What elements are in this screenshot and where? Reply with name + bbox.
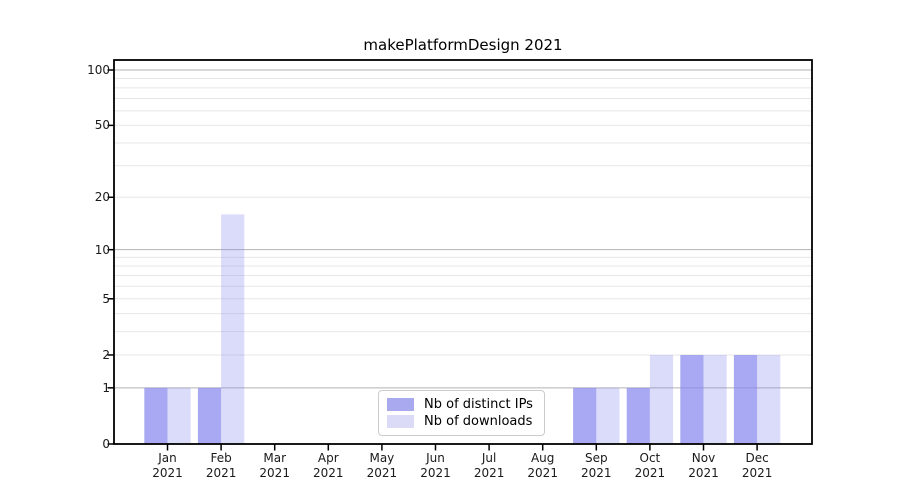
y-tick-label-20: 20: [94, 190, 110, 205]
bar-nov-downloads: [703, 354, 727, 444]
x-tick-label-sep: Sep 2021: [581, 451, 612, 480]
x-tick-label-aug: Aug 2021: [527, 451, 558, 480]
x-tick-label-nov: Nov 2021: [688, 451, 719, 480]
bar-sep-downloads: [596, 387, 620, 444]
bar-jan-downloads: [167, 387, 191, 444]
y-tick-label-1: 1: [102, 380, 110, 395]
x-tick-label-mar: Mar 2021: [259, 451, 290, 480]
y-tick-label-100: 100: [87, 63, 110, 77]
legend-item-downloads: Nb of downloads: [387, 414, 536, 429]
bar-feb-downloads: [221, 214, 245, 444]
bar-dec-downloads: [757, 354, 781, 444]
x-tick-label-apr: Apr 2021: [313, 451, 344, 480]
y-tick-label-50: 50: [94, 118, 110, 133]
legend-item-distinct-ips: Nb of distinct IPs: [387, 397, 536, 412]
x-tick-label-jan: Jan 2021: [152, 451, 183, 480]
bar-sep-distinct-ips: [573, 387, 597, 444]
y-tick-label-5: 5: [102, 291, 110, 306]
y-tick-label-2: 2: [102, 347, 110, 362]
x-tick-label-jul: Jul 2021: [473, 451, 505, 480]
legend-label-downloads: Nb of downloads: [424, 414, 533, 429]
axes-spines: [113, 59, 813, 445]
bar-feb-distinct-ips: [197, 387, 222, 444]
legend-label-distinct-ips: Nb of distinct IPs: [424, 397, 533, 412]
x-tick-label-oct: Oct 2021: [634, 451, 666, 480]
x-tick-label-dec: Dec 2021: [741, 451, 773, 480]
x-tick-label-jun: Jun 2021: [420, 451, 451, 480]
bar-jan-distinct-ips: [144, 387, 168, 444]
x-tick-label-feb: Feb 2021: [205, 451, 237, 480]
legend-swatch-distinct-ips-icon: [387, 398, 414, 411]
y-tick-label-0: 0: [102, 437, 110, 451]
bar-nov-distinct-ips: [680, 354, 704, 444]
y-tick-label-10: 10: [94, 242, 110, 257]
bar-oct-distinct-ips: [626, 387, 650, 444]
legend: Nb of distinct IPs Nb of downloads: [378, 390, 545, 436]
bar-oct-downloads: [649, 354, 674, 444]
x-tick-label-may: May 2021: [366, 451, 398, 480]
chart-title: makePlatformDesign 2021: [363, 36, 563, 54]
bar-dec-distinct-ips: [733, 354, 758, 444]
legend-swatch-downloads-icon: [387, 415, 414, 428]
